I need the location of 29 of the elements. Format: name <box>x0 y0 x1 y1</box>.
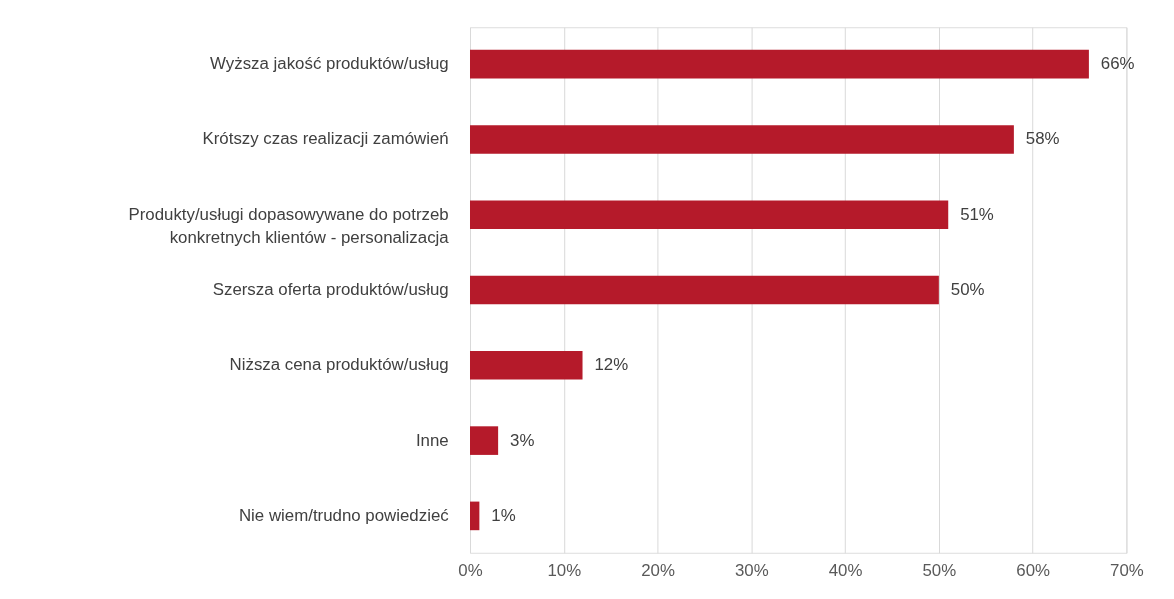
bar <box>470 501 480 531</box>
bar <box>470 49 1089 79</box>
y-tick-label: Nie wiem/trudno powiedzieć <box>238 505 449 525</box>
data-label: 3% <box>510 430 535 450</box>
x-tick-label: 20% <box>641 561 675 581</box>
y-tick-label: Szersza oferta produktów/usług <box>212 279 449 299</box>
y-tick-label: Inne <box>415 430 449 450</box>
bar <box>470 125 1014 154</box>
x-tick-label: 10% <box>547 561 582 581</box>
x-tick-label: 50% <box>922 561 957 581</box>
y-tick-label: Krótszy czas realizacji zamówień <box>202 129 449 149</box>
bar <box>470 275 939 305</box>
bar <box>470 426 499 455</box>
x-tick-label: 70% <box>1110 561 1144 581</box>
data-label: 58% <box>1025 129 1060 149</box>
y-tick-label: Niższa cena produktów/usług <box>229 355 449 375</box>
data-label: 1% <box>491 505 516 525</box>
y-tick-label: Produkty/usługi dopasowywane do potrzeb konkretnych klientów - personalizacja <box>128 204 450 248</box>
bar <box>470 351 583 380</box>
data-label: 66% <box>1100 54 1135 74</box>
x-tick-label: 60% <box>1016 561 1050 581</box>
bar <box>470 200 949 230</box>
x-tick-label: 0% <box>458 561 483 581</box>
data-label: 50% <box>950 279 985 299</box>
x-tick-label: 30% <box>734 561 769 581</box>
x-tick-label: 40% <box>828 561 863 581</box>
data-label: 51% <box>960 204 994 224</box>
data-label: 12% <box>594 355 629 375</box>
y-tick-label: Wyższa jakość produktów/usług <box>210 54 449 74</box>
